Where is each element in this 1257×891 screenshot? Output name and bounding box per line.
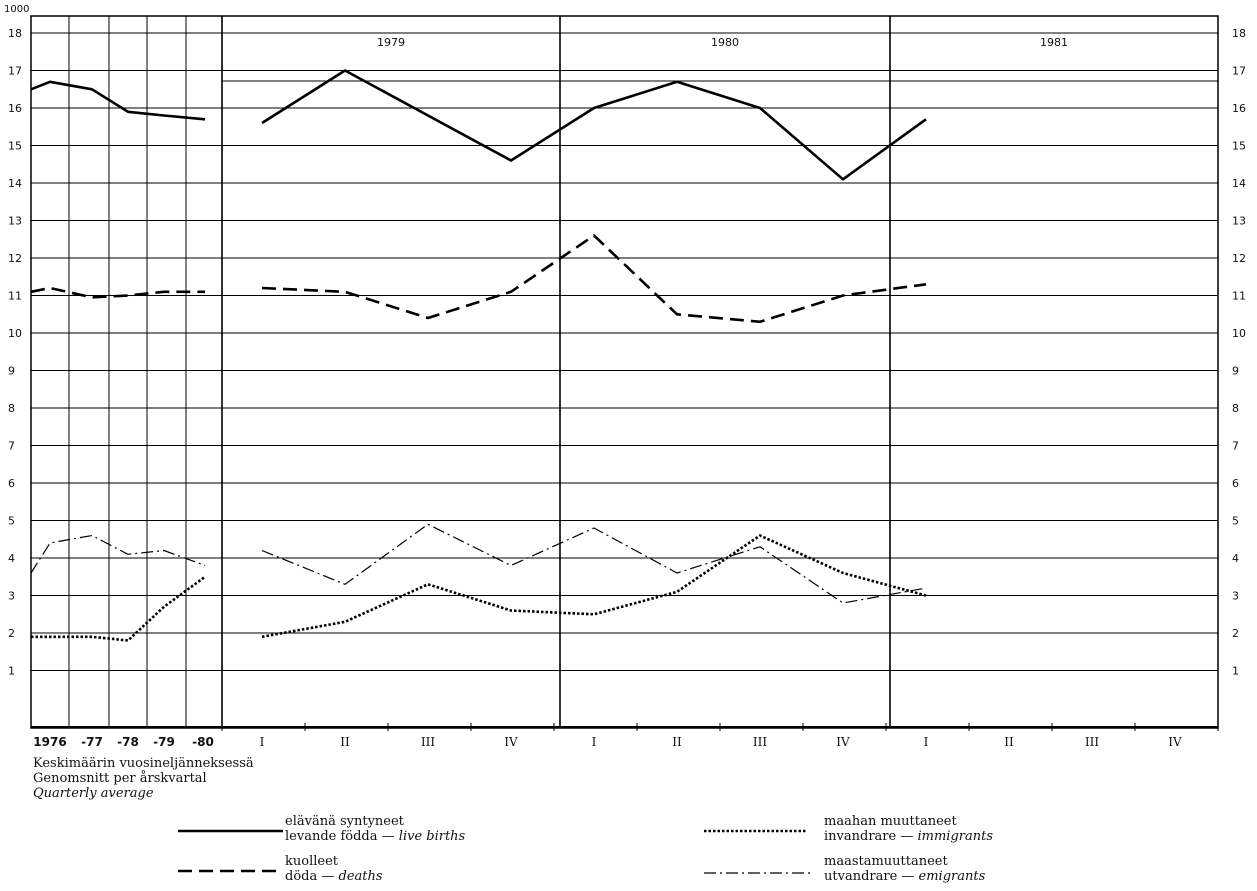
quarter-label: II: [1004, 735, 1014, 749]
legend-en: live births: [398, 829, 466, 844]
y-tick-label-right: 11: [1232, 290, 1246, 303]
quarter-label: III: [1085, 735, 1099, 749]
legend-fi: maastamuuttaneet: [824, 854, 948, 869]
plot-frame: [30, 15, 1219, 729]
y-tick-label-left: 14: [8, 177, 22, 190]
chart-caption: Keskimäärin vuosineljänneksessä Genomsni…: [33, 756, 254, 801]
series-immigrants-annual: [31, 575, 206, 642]
y-tick-label-left: 9: [8, 365, 15, 378]
series-emigrants-quarterly: [261, 523, 927, 604]
y-tick-label-left: 3: [8, 590, 15, 603]
y-tick-label-right: 14: [1232, 177, 1246, 190]
quarter-label: I: [592, 735, 597, 749]
legend-en: deaths: [338, 869, 383, 884]
series-immigrants-quarterly: [261, 534, 927, 639]
legend-fi: maahan muuttaneet: [824, 814, 957, 829]
quarter-label: II: [340, 735, 350, 749]
year-label: 1980: [711, 36, 739, 49]
quarter-label: III: [421, 735, 435, 749]
y-tick-label-left: 11: [8, 290, 22, 303]
y-tick-label-right: 13: [1232, 215, 1246, 228]
y-tick-label-right: 2: [1232, 627, 1239, 640]
y-tick-label-right: 16: [1232, 102, 1246, 115]
y-tick-label-right: 5: [1232, 515, 1239, 528]
legend-fi: kuolleet: [285, 854, 339, 869]
y-tick-label-left: 1: [8, 665, 15, 678]
legend-text-emigrants: maastamuuttaneet utvandrare — emigrants: [824, 854, 985, 884]
legend-swatch-live-births: [178, 829, 283, 833]
legend-text-immigrants: maahan muuttaneet invandrare — immigrant…: [824, 814, 993, 844]
caption-en: Quarterly average: [33, 786, 154, 801]
y-tick-label-left: 2: [8, 627, 15, 640]
annual-category-label: -80: [192, 735, 214, 749]
y-tick-label-left: 8: [8, 402, 15, 415]
y-tick-label-left: 15: [8, 140, 22, 153]
quarter-label: II: [672, 735, 682, 749]
legend-en: emigrants: [918, 869, 986, 884]
y-tick-label-right: 18: [1232, 27, 1246, 40]
y-tick-label-left: 17: [8, 65, 22, 78]
series-live-births-quarterly: [261, 69, 927, 181]
y-tick-label-right: 8: [1232, 402, 1239, 415]
legend-swatch-immigrants: [704, 829, 807, 833]
quarter-label: I: [260, 735, 265, 749]
y-tick-label-right: 15: [1232, 140, 1246, 153]
legend-sv: invandrare —: [824, 829, 914, 844]
series-deaths-quarterly: [261, 234, 927, 324]
legend-live-births: elävänä syntyneet levande födda — live b…: [178, 814, 598, 848]
legend-sv: levande födda —: [285, 829, 395, 844]
y-tick-label-left: 10: [8, 327, 22, 340]
annual-category-label: 1976: [33, 735, 66, 749]
quarter-label: III: [753, 735, 767, 749]
year-label: 1979: [377, 36, 405, 49]
y-tick-label-left: 6: [8, 477, 15, 490]
legend-deaths: kuolleet döda — deaths: [178, 854, 598, 888]
series-live-births-annual: [30, 80, 206, 121]
y-tick-label-right: 9: [1232, 365, 1239, 378]
year-label: 1981: [1040, 36, 1068, 49]
legend-swatch-emigrants: [704, 872, 810, 874]
legend-en: immigrants: [917, 829, 993, 844]
chart-frame: [30, 15, 1219, 731]
grid-lines: [31, 32, 1218, 671]
legend-text-deaths: kuolleet döda — deaths: [285, 854, 383, 884]
annual-category-label: -77: [81, 735, 103, 749]
y-tick-label-right: 7: [1232, 440, 1239, 453]
legend-sv: utvandrare —: [824, 869, 915, 884]
y-tick-label-left: 12: [8, 252, 22, 265]
y-tick-label-left: 16: [8, 102, 22, 115]
y-tick-label-left: 7: [8, 440, 15, 453]
y-tick-label-right: 4: [1232, 552, 1239, 565]
legend-sv: döda —: [285, 869, 335, 884]
quarter-label: I: [924, 735, 929, 749]
quarter-label: IV: [1168, 735, 1182, 749]
legend-emigrants: maastamuuttaneet utvandrare — emigrants: [704, 854, 1124, 888]
y-tick-label-right: 17: [1232, 65, 1246, 78]
quarter-label: IV: [504, 735, 518, 749]
y-tick-label-left: 13: [8, 215, 22, 228]
y-tick-label-right: 6: [1232, 477, 1239, 490]
y-tick-label-left: 5: [8, 515, 15, 528]
legend-immigrants: maahan muuttaneet invandrare — immigrant…: [704, 814, 1124, 848]
series-lines: [30, 69, 927, 642]
y-tick-label-left: 4: [8, 552, 15, 565]
annual-category-label: -79: [153, 735, 175, 749]
caption-sv: Genomsnitt per årskvartal: [33, 771, 207, 786]
y-tick-label-right: 1: [1232, 665, 1239, 678]
y-tick-label-left: 18: [8, 27, 22, 40]
legend-fi: elävänä syntyneet: [285, 814, 404, 829]
annual-category-label: -78: [117, 735, 139, 749]
y-tick-label-right: 10: [1232, 327, 1246, 340]
caption-fi: Keskimäärin vuosineljänneksessä: [33, 756, 254, 771]
legend-swatch-deaths: [178, 869, 283, 873]
series-emigrants-annual: [30, 534, 206, 574]
y-tick-label-right: 3: [1232, 590, 1239, 603]
unit-label: 1000: [4, 4, 29, 15]
y-tick-label-right: 12: [1232, 252, 1246, 265]
quarter-label: IV: [836, 735, 850, 749]
legend-text-live-births: elävänä syntyneet levande födda — live b…: [285, 814, 465, 844]
